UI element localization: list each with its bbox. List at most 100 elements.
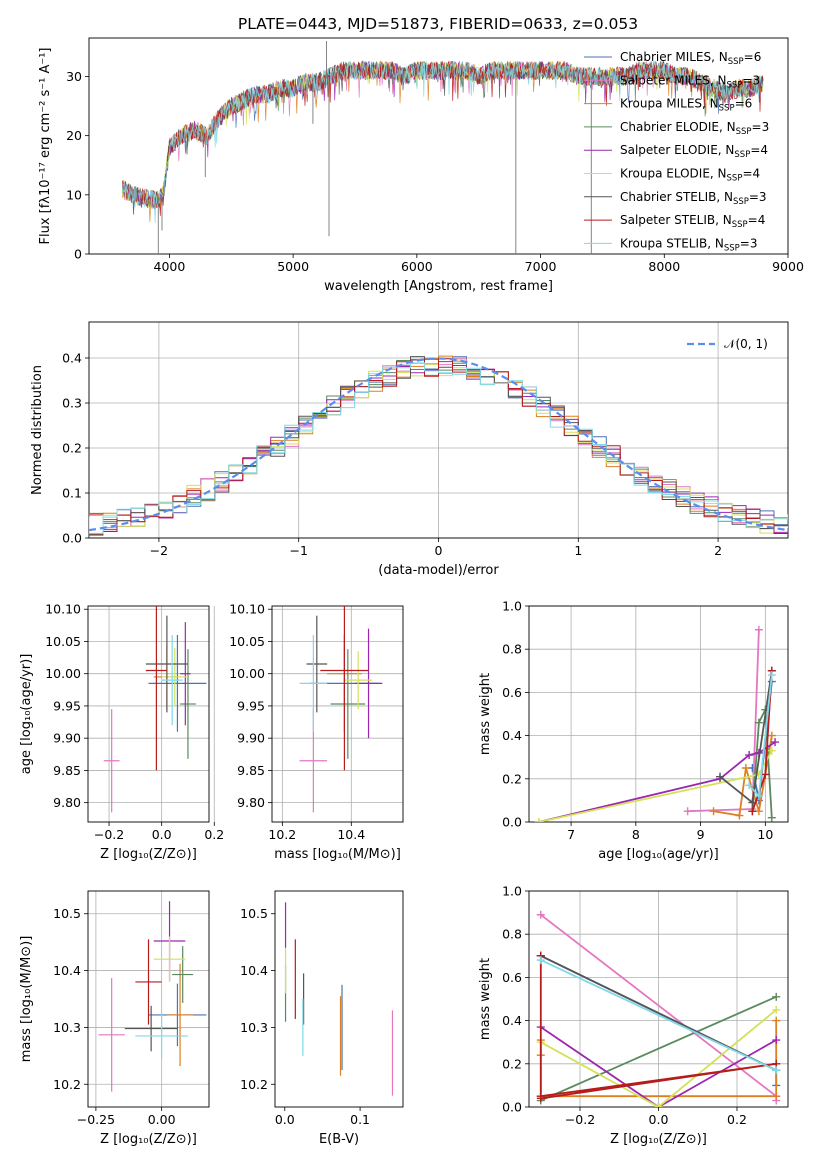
weight-marker: [716, 772, 725, 781]
legend-nssp: =4: [750, 143, 768, 157]
weight-series: [536, 910, 781, 1107]
y-tick-label: 0.2: [502, 771, 522, 786]
x-tick-label: 0.2: [204, 827, 224, 842]
weight-marker: [745, 781, 754, 790]
weight-marker: [767, 731, 776, 740]
weight-marker: [767, 671, 776, 680]
x-tick-label: −0.25: [77, 1112, 115, 1127]
spectrum-series: [122, 40, 764, 254]
x-axis-label: E(B-V): [319, 1132, 359, 1147]
y-tick-label: 10.3: [240, 1020, 268, 1035]
y-tick-label: 9.85: [237, 763, 265, 778]
y-tick-label: 0.8: [502, 642, 522, 657]
legend-model-name: Chabrier ELODIE, N: [620, 120, 736, 134]
weight-marker: [767, 813, 776, 822]
weight-marker: [735, 811, 744, 820]
legend-model-name: Salpeter ELODIE, N: [620, 143, 734, 157]
errorbar-series: [98, 901, 207, 1092]
spectrum-line: [122, 60, 764, 224]
legend-nssp-sub: SSP: [724, 243, 740, 253]
y-tick-label: 10.2: [240, 1077, 268, 1092]
weight-marker: [683, 807, 692, 816]
legend-nssp-sub: SSP: [727, 80, 743, 90]
y-tick-label: 9.85: [53, 763, 81, 778]
y-tick-label: 10.10: [229, 602, 265, 617]
weight-marker: [654, 1103, 663, 1107]
errorbar-series: [299, 606, 383, 813]
y-tick-label: 10: [66, 187, 82, 202]
x-tick-label: 9000: [772, 259, 804, 274]
weight-marker: [745, 751, 754, 760]
x-tick-label: 0.0: [152, 827, 172, 842]
y-tick-label: 10.10: [45, 602, 81, 617]
weight-line: [540, 995, 777, 1102]
x-tick-label: −0.2: [94, 827, 124, 842]
y-tick-label: 10.4: [240, 963, 268, 978]
x-tick-label: −2: [150, 543, 168, 558]
legend-nssp: =3: [742, 73, 760, 87]
x-tick-label: 6000: [401, 259, 433, 274]
legend-nssp: =3: [740, 236, 758, 250]
x-tick-label: 10.4: [337, 827, 365, 842]
weight-marker: [772, 1092, 781, 1101]
y-tick-label: 0.2: [502, 1056, 522, 1071]
x-tick-label: 0.0: [275, 1112, 295, 1127]
y-tick-label: 0.6: [502, 970, 522, 985]
legend-model-name: Kroupa MILES, N: [620, 97, 719, 111]
x-axis-label: Z [log₁₀(Z/Z⊙)]: [100, 1132, 197, 1147]
x-axis-label: Z [log₁₀(Z/Z⊙)]: [610, 1132, 707, 1147]
x-tick-label: 8000: [648, 259, 680, 274]
y-tick-label: 0.6: [502, 685, 522, 700]
x-tick-label: 7000: [525, 259, 557, 274]
x-tick-label: 0.2: [727, 1112, 747, 1127]
weight-marker: [772, 1036, 781, 1045]
weight-line: [540, 1009, 777, 1107]
weight-series: [534, 625, 780, 822]
x-axis-label: (data-model)/error: [378, 563, 499, 578]
legend-nssp-sub: SSP: [733, 197, 749, 207]
legend-model-name: Chabrier MILES, N: [620, 50, 728, 64]
y-tick-label: 0.2: [62, 441, 82, 456]
y-tick-label: 9.80: [53, 795, 81, 810]
y-tick-label: 0.0: [502, 815, 522, 830]
x-tick-label: 2: [714, 543, 722, 558]
y-tick-label: 10.4: [53, 963, 81, 978]
legend-entry: Salpeter MILES, NSSP=3: [620, 73, 760, 90]
y-tick-label: 10.00: [229, 666, 265, 681]
axes-spectrum: 4000 5000 6000 7000 8000 9000 0 10 20 30 wavelengt…: [38, 37, 804, 294]
axes-weight-vs-age: 7 8 9 10 0.0 0.2 0.4 0.6 0.8 1.0 age [log₁₀(age/yr…: [478, 599, 789, 862]
y-axis-label: mass [log₁₀(M/M⊙)]: [19, 936, 34, 1063]
y-tick-label: 30: [66, 69, 82, 84]
x-tick-label: 9: [697, 827, 705, 842]
y-axis-label: Normed distribution: [30, 365, 45, 495]
y-tick-label: 0.0: [62, 531, 82, 546]
y-tick-label: 9.95: [237, 698, 265, 713]
legend-nssp: =4: [742, 167, 760, 181]
legend-nssp: =4: [748, 213, 766, 227]
weight-line: [540, 959, 777, 1072]
weight-marker: [772, 1066, 781, 1075]
errorbar-series: [103, 606, 207, 813]
x-tick-label: 0.0: [649, 1112, 669, 1127]
legend-nssp: =3: [749, 190, 767, 204]
normal-reference-curve: [89, 357, 788, 532]
x-tick-label: 0.00: [148, 1112, 176, 1127]
histogram-step: [89, 358, 788, 535]
weight-marker: [767, 746, 776, 755]
x-tick-label: 4000: [154, 259, 186, 274]
plot-frame: [87, 890, 210, 1108]
weight-marker: [709, 807, 718, 816]
y-tick-label: 9.90: [53, 731, 81, 746]
legend-entry: Kroupa ELODIE, NSSP=4: [620, 167, 760, 184]
weight-marker: [761, 770, 770, 779]
y-tick-label: 10.05: [45, 634, 81, 649]
axes-age-vs-Z: −0.2 0.0 0.2 9.80 9.85 9.90 9.95 10.00 10.05 10.1…: [19, 602, 224, 862]
weight-marker: [772, 1016, 781, 1025]
weight-marker: [772, 1005, 781, 1014]
weight-marker: [741, 764, 750, 772]
x-tick-label: −0.2: [565, 1112, 595, 1127]
y-tick-label: 0.3: [62, 396, 82, 411]
weight-marker: [748, 807, 757, 816]
legend-nssp: =6: [735, 97, 753, 111]
weight-marker: [536, 910, 545, 919]
